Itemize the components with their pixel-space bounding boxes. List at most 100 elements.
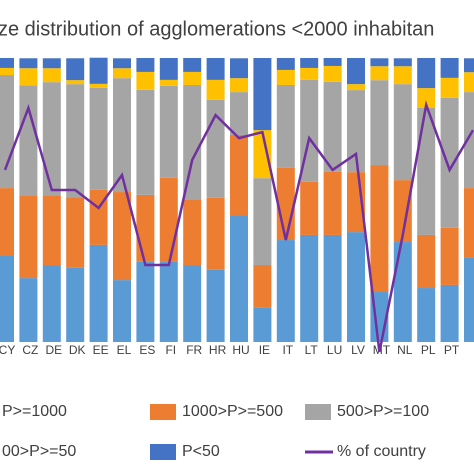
bar-segment bbox=[159, 261, 178, 342]
bar-segment bbox=[19, 58, 38, 69]
bar-segment bbox=[66, 267, 85, 342]
line bbox=[3, 100, 474, 353]
bar-segment bbox=[417, 107, 436, 235]
bar-segment bbox=[89, 87, 108, 190]
bar-segment bbox=[417, 234, 436, 289]
bar-segment bbox=[370, 165, 389, 293]
bar-segment bbox=[417, 288, 436, 342]
bar-segment bbox=[300, 234, 319, 342]
bar-segment bbox=[276, 167, 295, 241]
bar-segment bbox=[230, 134, 248, 216]
chart-title: ze distribution of agglomerations <2000 … bbox=[0, 18, 434, 40]
bar-segment bbox=[206, 269, 225, 342]
bar-segment bbox=[440, 284, 459, 342]
bar-segment bbox=[276, 58, 295, 70]
bar-segment bbox=[159, 85, 178, 178]
bar-segment bbox=[370, 66, 389, 81]
x-tick-label: CZ bbox=[22, 343, 38, 357]
x-tick-label: FI bbox=[165, 343, 176, 357]
bar-segment bbox=[417, 58, 436, 89]
legend-label: P>=1000 bbox=[2, 403, 67, 420]
bar-segment bbox=[159, 177, 178, 262]
bar-segment bbox=[347, 58, 365, 85]
bar-segment bbox=[0, 58, 14, 68]
bar-segment bbox=[19, 68, 38, 86]
x-tick-label: ES bbox=[139, 343, 155, 357]
bar-segment bbox=[136, 261, 155, 342]
bar-segment bbox=[42, 82, 61, 196]
bar-segment bbox=[253, 307, 272, 342]
bar-segment bbox=[0, 255, 14, 342]
bar-segment bbox=[323, 65, 342, 82]
x-tick-label: HR bbox=[209, 343, 227, 357]
bar-segment bbox=[464, 58, 474, 73]
bar-segment bbox=[300, 181, 319, 235]
bar-segment bbox=[393, 58, 412, 67]
bar-segment bbox=[136, 89, 155, 195]
bar-segment bbox=[464, 257, 474, 342]
bar-segment bbox=[89, 57, 108, 84]
x-tick-label: DE bbox=[45, 343, 62, 357]
bar-segment bbox=[347, 90, 365, 173]
x-tick-label: HU bbox=[232, 343, 249, 357]
bar-segment bbox=[300, 58, 319, 68]
bar-segment bbox=[206, 58, 225, 80]
bar-segment bbox=[393, 242, 412, 342]
bar-segment bbox=[417, 88, 436, 108]
bar-segment bbox=[66, 198, 85, 268]
bar-segment bbox=[183, 71, 202, 85]
x-tick-label: MT bbox=[373, 343, 391, 357]
bar-segment bbox=[42, 265, 61, 342]
x-tick-label: DK bbox=[69, 343, 86, 357]
bar-segment bbox=[230, 215, 248, 342]
bar-segment bbox=[42, 58, 61, 69]
x-tick-label: FR bbox=[186, 343, 202, 357]
bar-segment bbox=[19, 85, 38, 196]
bar-segment bbox=[440, 58, 459, 78]
x-tick-label: IE bbox=[259, 343, 270, 357]
bar-segment bbox=[276, 69, 295, 85]
legend-swatch bbox=[305, 404, 331, 420]
bar-segment bbox=[89, 83, 108, 88]
bar-segment bbox=[253, 265, 272, 308]
bar-segment bbox=[136, 58, 155, 72]
bar-segment bbox=[253, 178, 272, 266]
bar-segment bbox=[464, 188, 474, 258]
bar-segment bbox=[393, 66, 412, 85]
bar-segment bbox=[464, 72, 474, 93]
bar-segment bbox=[206, 197, 225, 270]
bar-segment bbox=[370, 58, 389, 67]
bar-segment bbox=[230, 78, 248, 93]
bar-segment bbox=[230, 58, 248, 79]
bar-segment bbox=[323, 171, 342, 235]
bar-segment bbox=[159, 58, 178, 80]
bar-segment bbox=[440, 227, 459, 285]
bar-segment bbox=[0, 188, 14, 256]
legend-swatch bbox=[150, 444, 176, 460]
legend-label: % of country bbox=[337, 443, 426, 460]
bar-segment bbox=[393, 84, 412, 181]
legend-label: P<50 bbox=[182, 443, 220, 460]
bar-segment bbox=[370, 80, 389, 166]
x-tick-label: LT bbox=[305, 343, 319, 357]
legend-label: 00>P>=50 bbox=[2, 443, 76, 460]
bar-segment bbox=[183, 200, 202, 266]
bar-segment bbox=[136, 194, 155, 262]
x-tick-label: PT bbox=[444, 343, 460, 357]
bar-segment bbox=[113, 68, 131, 79]
bar-segment bbox=[183, 58, 202, 72]
bar-segment bbox=[19, 278, 38, 342]
bar-segment bbox=[323, 81, 342, 172]
bar-segment bbox=[347, 84, 365, 91]
bar-segment bbox=[206, 79, 225, 100]
x-tick-label: CY bbox=[0, 343, 15, 357]
x-tick-label: LU bbox=[327, 343, 342, 357]
bar-segment bbox=[393, 180, 412, 243]
x-tick-label: EL bbox=[117, 343, 132, 357]
bar-segment bbox=[42, 195, 61, 266]
bar-segment bbox=[253, 130, 272, 179]
bar-segment bbox=[300, 67, 319, 80]
bar-segment bbox=[113, 280, 131, 342]
bar-segment bbox=[0, 67, 14, 76]
